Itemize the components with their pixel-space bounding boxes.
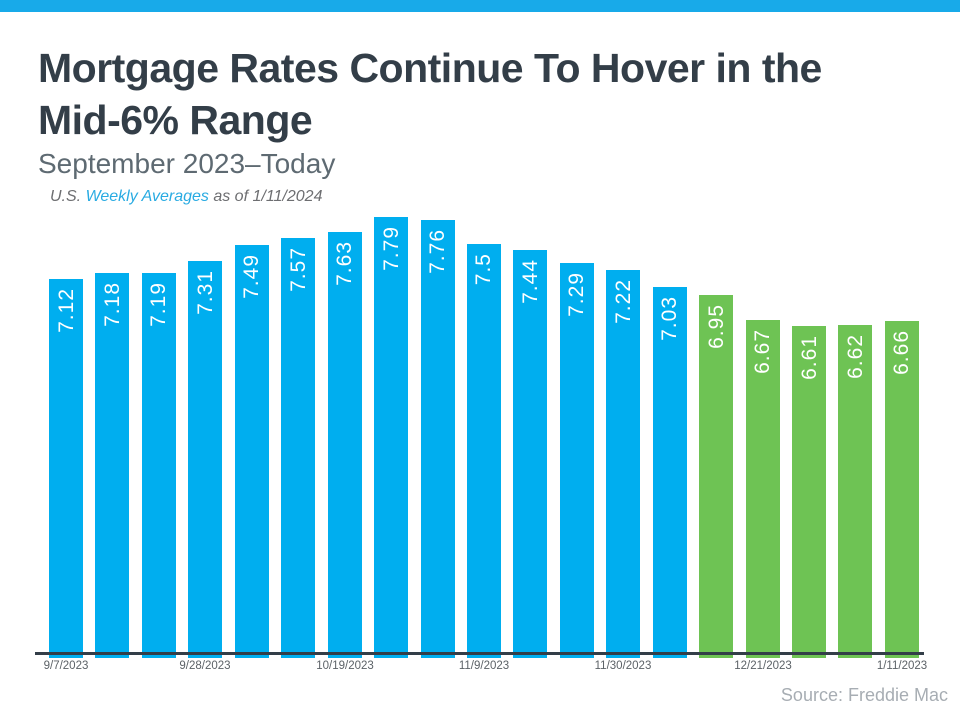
bar: 6.62 — [838, 325, 873, 658]
bar: 7.31 — [188, 261, 223, 658]
bar-value-label: 7.44 — [518, 259, 542, 304]
bar: 7.49 — [234, 245, 269, 658]
bar-value-label: 6.62 — [843, 334, 867, 379]
x-tick-label: 11/30/2023 — [594, 660, 652, 672]
x-tick-label: 9/7/2023 — [43, 660, 89, 672]
x-tick-label: 9/28/2023 — [179, 660, 231, 672]
x-axis-line — [35, 652, 924, 655]
bar: 7.22 — [606, 270, 641, 658]
bar-value-label: 7.22 — [611, 279, 635, 324]
bar: 7.19 — [141, 273, 176, 658]
chart-note: U.S. Weekly Averages as of 1/11/2024 — [50, 188, 322, 206]
bar: 7.29 — [559, 263, 594, 658]
page-title: Mortgage Rates Continue To Hover in the M… — [38, 42, 822, 146]
bar: 7.5 — [466, 244, 501, 658]
bar-value-label: 7.5 — [472, 253, 496, 286]
bar-value-label: 7.18 — [100, 282, 124, 327]
bar: 7.76 — [420, 220, 455, 658]
note-suffix: as of 1/11/2024 — [208, 188, 323, 205]
x-tick-label: 10/19/2023 — [316, 660, 374, 672]
bar: 7.03 — [652, 287, 687, 658]
bar-value-label: 7.03 — [658, 296, 682, 341]
bar: 7.44 — [513, 250, 548, 658]
chart-subtitle: September 2023–Today — [38, 148, 336, 179]
bar: 7.63 — [327, 232, 362, 658]
x-tick-label: 12/21/2023 — [734, 660, 792, 672]
bar-value-label: 7.79 — [379, 226, 403, 271]
bar-value-label: 7.57 — [286, 247, 310, 292]
bar: 7.12 — [49, 279, 83, 658]
bar: 6.95 — [699, 295, 734, 658]
bar: 7.79 — [374, 217, 409, 658]
x-tick-label: 1/11/2023 — [876, 660, 928, 672]
bar-value-label: 7.49 — [240, 254, 264, 299]
top-accent-bar — [0, 0, 960, 12]
bar-value-label: 6.66 — [890, 330, 914, 375]
bar-value-label: 6.95 — [704, 304, 728, 349]
bar-chart: 7.12 7.18 7.19 7.31 7.49 7.57 7.63 7.79 7.76 7.5 7… — [35, 198, 924, 658]
page-title-line2: Mid-6% Range — [38, 97, 313, 143]
bar: 7.18 — [95, 273, 130, 658]
bar-value-label: 6.61 — [797, 335, 821, 380]
x-tick-label: 11/9/2023 — [458, 660, 510, 672]
weekly-averages-link[interactable]: Weekly Averages — [85, 188, 209, 205]
bar-value-label: 6.67 — [751, 329, 775, 374]
bar-value-label: 7.76 — [426, 229, 449, 274]
bar-value-label: 7.19 — [147, 282, 171, 327]
bar: 6.61 — [792, 326, 826, 658]
bar: 7.57 — [281, 238, 316, 658]
bar: 6.66 — [884, 321, 919, 658]
bar-value-label: 7.29 — [565, 272, 589, 317]
bar-value-label: 7.63 — [333, 241, 357, 286]
bar: 6.67 — [745, 320, 780, 658]
bar-value-label: 7.12 — [54, 288, 78, 333]
source-credit: Source: Freddie Mac — [780, 685, 948, 705]
note-prefix: U.S. — [50, 188, 86, 205]
page-title-line1: Mortgage Rates Continue To Hover in the — [38, 45, 822, 91]
bar-value-label: 7.31 — [193, 270, 217, 315]
